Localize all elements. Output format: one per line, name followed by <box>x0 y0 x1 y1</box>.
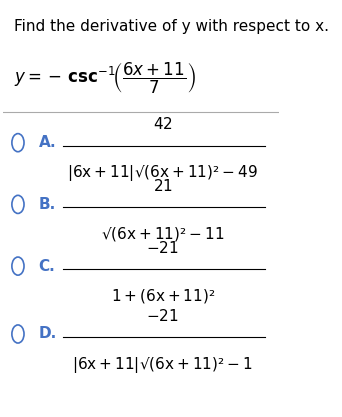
Text: $\mathdefault{− 21}$: $\mathdefault{− 21}$ <box>146 308 179 324</box>
Text: B.: B. <box>39 197 56 212</box>
Text: $\mathdefault{21}$: $\mathdefault{21}$ <box>153 178 173 194</box>
Text: $\mathdefault{− 21}$: $\mathdefault{− 21}$ <box>146 240 179 256</box>
Text: A.: A. <box>39 135 56 150</box>
Text: C.: C. <box>39 259 55 274</box>
Text: $\mathdefault{√(6x + 11)² − 11}$: $\mathdefault{√(6x + 11)² − 11}$ <box>101 225 224 243</box>
Text: $\mathdefault{|6x + 11|√(6x + 11)² − 49}$: $\mathdefault{|6x + 11|√(6x + 11)² − 49}… <box>67 163 258 183</box>
Text: $\mathdefault{42}$: $\mathdefault{42}$ <box>153 116 173 132</box>
Text: $y = -\,\mathbf{csc}^{-1}\!\left(\dfrac{6x+11}{7}\right)$: $y = -\,\mathbf{csc}^{-1}\!\left(\dfrac{… <box>14 61 196 96</box>
Text: $\mathdefault{|6x + 11|√(6x + 11)² − 1}$: $\mathdefault{|6x + 11|√(6x + 11)² − 1}$ <box>73 354 253 374</box>
Text: Find the derivative of y with respect to x.: Find the derivative of y with respect to… <box>14 19 329 34</box>
Text: D.: D. <box>39 327 57 342</box>
Text: $\mathdefault{1 + (6x + 11)²}$: $\mathdefault{1 + (6x + 11)²}$ <box>110 286 215 305</box>
